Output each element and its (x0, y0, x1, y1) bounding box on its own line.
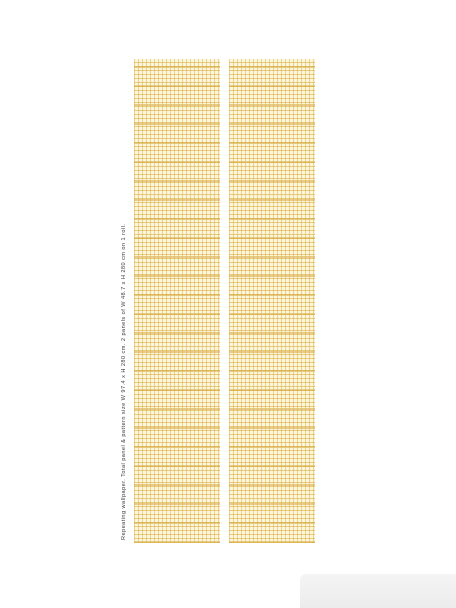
wallpaper-panel-right (229, 59, 315, 543)
floor-shadow (300, 574, 456, 608)
product-caption: Repeating wallpaper. Total panel & patte… (121, 223, 127, 540)
wallpaper-panel-left (134, 59, 220, 543)
